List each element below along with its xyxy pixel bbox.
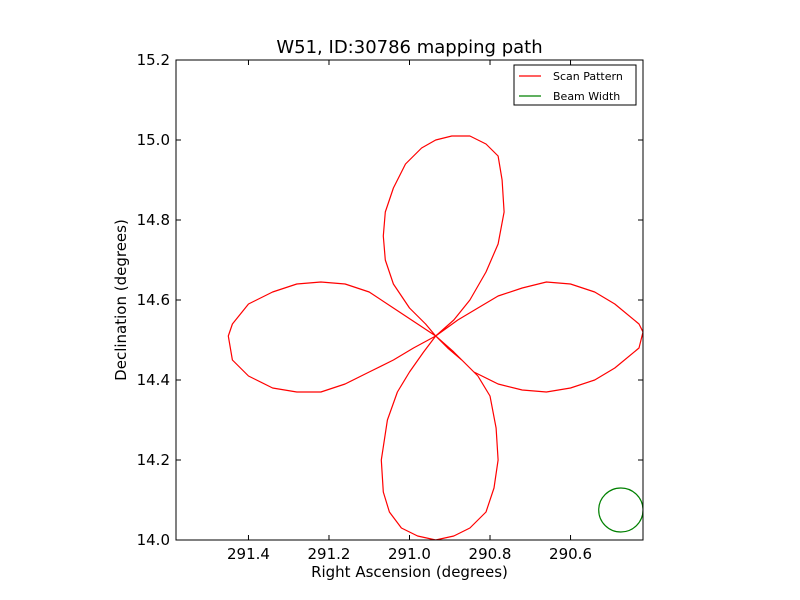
series-line-scan-pattern: [227, 135, 643, 540]
plot-data-layer: [227, 135, 643, 540]
y-tick-label: 14.8: [137, 211, 170, 229]
y-axis: 14.0 14.2 14.4 14.6 14.8 15.0 15.2: [137, 51, 643, 549]
x-axis-label: Right Ascension (degrees): [311, 563, 508, 581]
x-tick-label: 290.8: [469, 545, 512, 563]
y-axis-label: Declination (degrees): [112, 219, 130, 381]
x-tick-label: 290.6: [549, 545, 592, 563]
y-tick-label: 14.6: [137, 291, 170, 309]
x-tick-label: 291.2: [308, 545, 351, 563]
legend-label-beam-width: Beam Width: [553, 90, 620, 103]
y-tick-label: 14.2: [137, 451, 170, 469]
y-tick-label: 15.2: [137, 51, 170, 69]
legend-label-scan-pattern: Scan Pattern: [553, 70, 623, 83]
y-tick-label: 14.4: [137, 371, 170, 389]
chart-title: W51, ID:30786 mapping path: [276, 37, 542, 58]
beam-width-circle: [598, 487, 643, 533]
x-tick-label: 291.4: [227, 545, 270, 563]
y-tick-label: 14.0: [137, 531, 170, 549]
x-tick-label: 291.0: [388, 545, 431, 563]
x-axis: 291.4 291.2 291.0 290.8 290.6: [227, 60, 592, 563]
y-tick-label: 15.0: [137, 131, 170, 149]
legend: Scan Pattern Beam Width: [513, 64, 637, 106]
legend-box: [513, 64, 637, 106]
